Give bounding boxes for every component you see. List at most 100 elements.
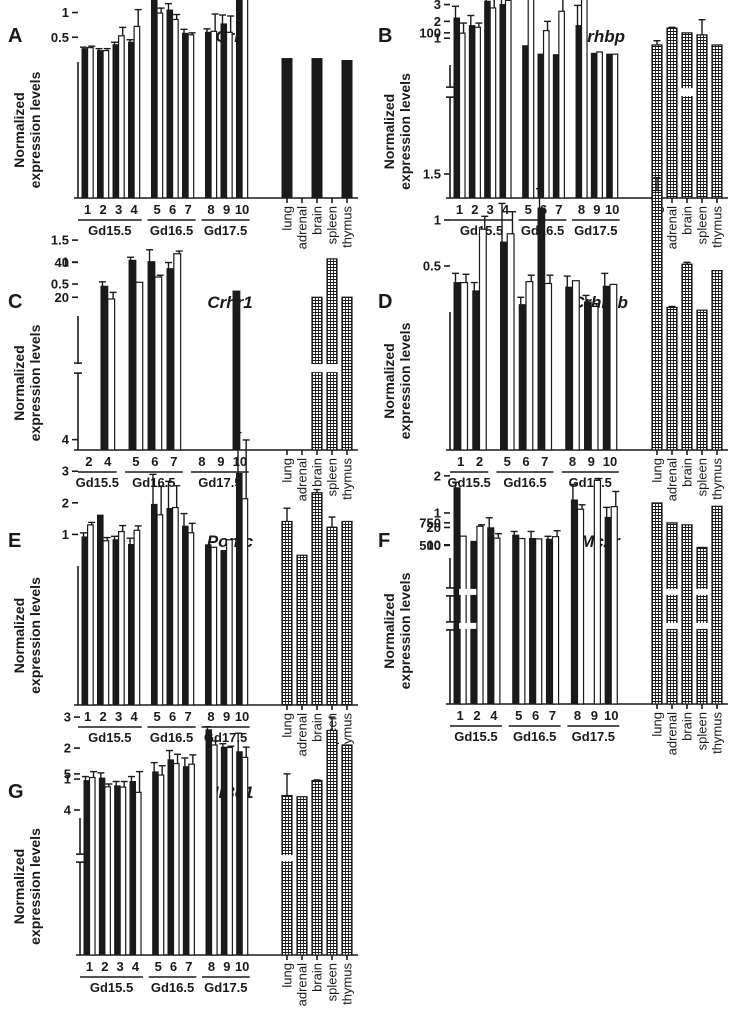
bar-black-sample-4: [129, 781, 137, 956]
bar-black-sample-3: [484, 0, 491, 199]
bar-tissue-thymus: [341, 296, 353, 451]
bar-black-sample-9: [590, 52, 598, 199]
y-tick-label: 3: [434, 0, 441, 12]
y-axis-label-line1: Normalized: [381, 593, 397, 668]
x-tick-label-sample: 3: [487, 202, 494, 217]
bar-white-sample-1: [458, 32, 466, 199]
x-tick-label-tissue: lung: [280, 458, 295, 483]
bar-white-sample-8: [210, 30, 218, 199]
bar-tissue-spleen: [696, 309, 708, 451]
x-tick-label-sample: 2: [85, 454, 92, 469]
panel-label: B: [378, 25, 392, 47]
bar-black-sample-9: [220, 23, 228, 199]
x-tick-label-tissue: brain: [680, 712, 695, 741]
x-tick-label-sample: 8: [208, 959, 215, 974]
x-tick-label-sample: 3: [115, 202, 122, 217]
x-tick-label-sample: 2: [101, 959, 108, 974]
y-tick-label: 750: [419, 515, 441, 530]
bar-white-sample-5: [527, 0, 535, 199]
bar-tissue-brain: [311, 492, 323, 706]
y-axis-label-line2: expression levels: [27, 71, 43, 188]
bar-break-gap: [469, 588, 478, 595]
x-tick-label-sample: 2: [476, 454, 483, 469]
y-axis-label-line1: Normalized: [381, 343, 397, 418]
x-tick-label-tissue: brain: [310, 206, 325, 235]
bar-break-gap: [281, 855, 293, 862]
x-tick-label-tissue: spleen: [325, 458, 340, 496]
panel-d: D Crhr2b Normalized expression levels 0.5 1 1.…: [370, 167, 740, 568]
x-tick-label-sample: 9: [223, 202, 230, 217]
panel-label: G: [8, 781, 24, 803]
x-tick-label-sample: 4: [104, 454, 112, 469]
group-label: Gd17.5: [569, 475, 612, 490]
chart-pomc: EPomcNormalizedexpression levels12341234…: [8, 431, 358, 756]
group-label: Gd15.5: [88, 730, 131, 745]
group-label: Gd16.5: [151, 980, 194, 995]
x-tick-label-tissue: brain: [310, 963, 325, 992]
bar-white-sample-4: [107, 298, 116, 451]
x-tick-label-sample: 1: [84, 709, 91, 724]
x-tick-label-sample: 10: [235, 959, 249, 974]
panel-a: ACrhNormalizedexpression levels0.511.522…: [0, 0, 370, 302]
x-tick-label-sample: 5: [155, 959, 162, 974]
y-tick-label: 100: [419, 25, 441, 40]
x-tick-label-sample: 7: [549, 708, 556, 723]
bar-white-sample-8: [576, 508, 585, 705]
y-tick-label: 0.5: [51, 277, 69, 292]
bar-tissue-brain: [681, 524, 693, 705]
bar-black-sample-4: [100, 285, 109, 451]
y-tick-label: 1.5: [423, 167, 441, 182]
bar-white-sample-10: [241, 756, 249, 956]
x-tick-label-sample: 6: [522, 454, 529, 469]
bar-tissue-adrenal: [296, 554, 308, 706]
bar-white-sample-9: [225, 31, 233, 199]
bar-tissue-thymus: [711, 44, 723, 199]
group-label: Gd16.5: [503, 475, 546, 490]
y-tick-label: 500: [419, 538, 441, 553]
bar-black-sample-9: [220, 550, 228, 706]
y-axis-label-line2: expression levels: [397, 322, 413, 439]
group-label: Gd16.5: [150, 223, 193, 238]
bar-white-sample-5: [135, 281, 144, 451]
bar-black-sample-8: [204, 544, 212, 706]
bar-black-sample-8: [565, 286, 573, 451]
bar-white-sample-8: [571, 280, 580, 451]
x-tick-label-tissue: adrenal: [665, 458, 680, 501]
bar-white-sample-8: [210, 744, 218, 956]
bar-black-sample-5: [150, 0, 158, 199]
bar-white-sample-1: [459, 535, 467, 705]
y-tick-label: 2: [434, 468, 441, 483]
bar-black-sample-6: [529, 538, 537, 705]
bar-break-gap: [696, 622, 708, 629]
bar-white-sample-2: [476, 525, 484, 705]
bar-black-sample-3: [112, 539, 120, 706]
bar-black-sample-10: [606, 53, 613, 199]
bar-black-sample-8: [204, 31, 212, 199]
y-axis-label-line2: expression levels: [27, 577, 43, 694]
x-tick-label-sample: 1: [456, 202, 463, 217]
bar-white-sample-4: [493, 537, 501, 705]
x-tick-label-sample: 5: [153, 202, 160, 217]
x-tick-label-sample: 7: [541, 454, 548, 469]
y-tick-label: 4: [62, 432, 70, 447]
bar-white-sample-1: [86, 47, 94, 199]
bar-black-sample-1: [453, 17, 461, 199]
bar-tissue-thymus: [341, 744, 353, 956]
bar-black-sample-2: [468, 25, 476, 199]
group-label: Gd16.5: [150, 730, 193, 745]
bar-white-sample-6: [171, 506, 179, 706]
bar-white-sample-5: [156, 514, 164, 706]
bar-break-gap: [459, 622, 468, 629]
bar-tissue-thymus: [341, 520, 353, 706]
bar-black-sample-9: [584, 301, 592, 451]
x-tick-label-sample: 8: [569, 454, 576, 469]
bar-white-sample-5: [157, 774, 165, 956]
y-tick-label: 1: [434, 505, 441, 520]
x-tick-label-sample: 6: [169, 202, 176, 217]
chart-title: Crhr1: [207, 293, 252, 312]
group-label: Gd15.5: [88, 223, 131, 238]
bar-black-sample-8: [575, 25, 583, 199]
bar-black-sample-7: [537, 207, 546, 451]
group-label: Gd17.5: [572, 729, 615, 744]
